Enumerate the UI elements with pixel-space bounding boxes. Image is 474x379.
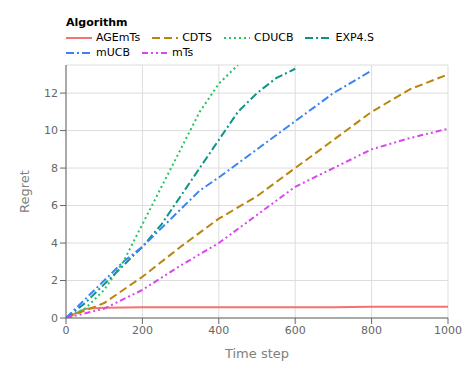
svg-text:400: 400 [208, 324, 229, 337]
svg-text:800: 800 [361, 324, 382, 337]
html-text:CDUCB: CDUCB [254, 31, 294, 44]
svg-text:0: 0 [51, 312, 58, 325]
html-text:mUCB: mUCB [96, 46, 130, 59]
svg-text:600: 600 [285, 324, 306, 337]
svg-text:200: 200 [132, 324, 153, 337]
svg-text:Regret: Regret [17, 170, 32, 213]
svg-text:4: 4 [51, 237, 58, 250]
html-text:mTs: mTs [172, 46, 194, 59]
svg-text:12: 12 [44, 87, 58, 100]
svg-text:8: 8 [51, 162, 58, 175]
svg-text:Time step: Time step [224, 346, 289, 361]
svg-text:0: 0 [63, 324, 70, 337]
html-text:Algorithm: Algorithm [66, 16, 128, 29]
html-text:CDTS: CDTS [182, 31, 212, 44]
html-text:EXP4.S: EXP4.S [335, 31, 375, 44]
svg-text:1000: 1000 [434, 324, 462, 337]
svg-text:2: 2 [51, 274, 58, 287]
html-text:AGEmTs: AGEmTs [96, 31, 141, 44]
svg-text:6: 6 [51, 199, 58, 212]
svg-text:10: 10 [44, 124, 58, 137]
